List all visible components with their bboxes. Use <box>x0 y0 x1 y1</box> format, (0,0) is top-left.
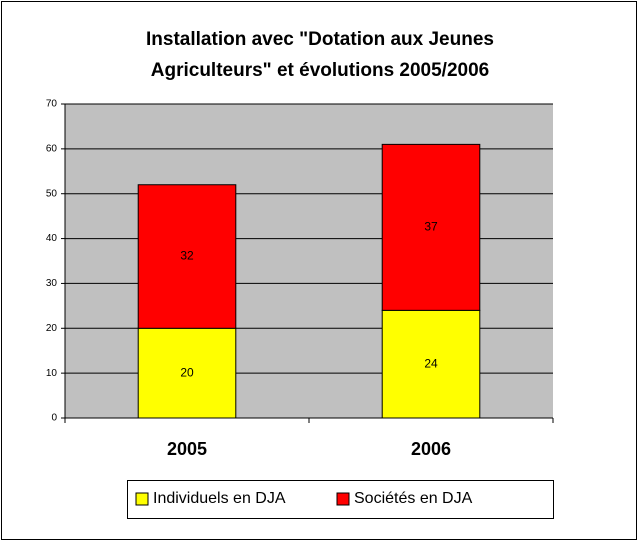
bar-segment <box>381 143 481 311</box>
y-tick-label: 30 <box>46 278 58 289</box>
legend-swatch <box>135 492 149 506</box>
data-label: 20 <box>180 365 194 379</box>
chart-title: Agriculteurs" et évolutions 2005/2006 <box>151 60 489 81</box>
legend-label: Individuels en DJA <box>153 490 286 507</box>
y-tick-label: 60 <box>46 143 58 154</box>
bar-segment <box>381 309 481 419</box>
y-tick-label: 0 <box>51 413 57 424</box>
data-label: 37 <box>424 220 438 234</box>
data-label: 32 <box>180 249 194 263</box>
y-tick-label: 70 <box>46 99 58 110</box>
bar-segment <box>137 184 237 329</box>
y-tick-label: 40 <box>46 233 58 244</box>
x-tick-label: 2006 <box>411 439 451 459</box>
y-tick-label: 50 <box>46 188 58 199</box>
chart-title: Installation avec "Dotation aux Jeunes <box>146 29 494 50</box>
bar-segment <box>137 327 237 419</box>
x-tick-label: 2005 <box>167 439 207 459</box>
legend-label: Sociétés en DJA <box>354 490 473 507</box>
legend-swatch <box>336 492 350 506</box>
data-label: 24 <box>424 356 438 370</box>
y-tick-label: 10 <box>46 368 58 379</box>
y-tick-label: 20 <box>46 323 58 334</box>
